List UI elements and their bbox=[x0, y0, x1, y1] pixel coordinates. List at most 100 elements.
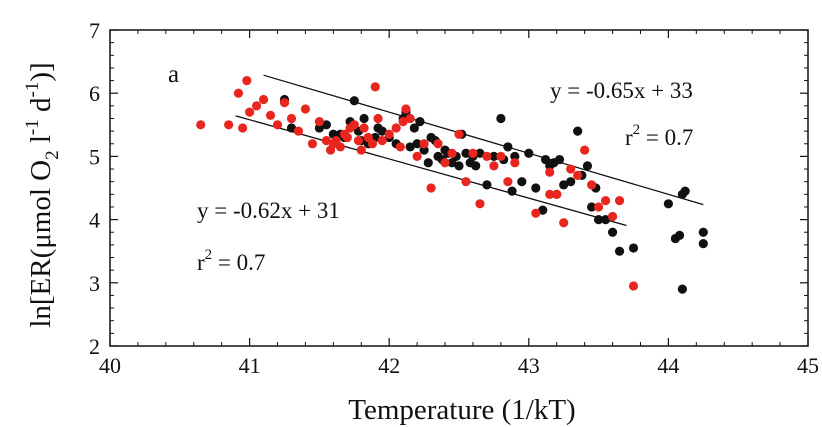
black-data-point bbox=[510, 151, 520, 161]
red-data-point bbox=[321, 136, 331, 146]
red-data-point bbox=[314, 117, 324, 127]
black-data-point bbox=[405, 142, 415, 152]
red-data-point bbox=[367, 139, 378, 149]
red-data-point bbox=[377, 136, 387, 146]
black-data-point bbox=[286, 123, 297, 133]
red-data-point bbox=[265, 110, 276, 120]
black-data-point bbox=[582, 161, 593, 171]
x-tick-label: 40 bbox=[99, 353, 121, 378]
red-data-point bbox=[510, 158, 520, 168]
red-fit-r2: r2 = 0.7 bbox=[197, 247, 265, 275]
black-r2-value: = 0.7 bbox=[640, 125, 693, 150]
black-fit-r2: r2 = 0.7 bbox=[625, 122, 693, 150]
y-tick-label: 2 bbox=[89, 334, 100, 359]
black-data-point bbox=[677, 284, 687, 294]
red-data-point bbox=[300, 104, 311, 114]
black-data-point bbox=[507, 186, 517, 196]
red-data-point bbox=[594, 202, 604, 212]
red-data-point bbox=[545, 167, 555, 177]
black-data-point bbox=[538, 205, 548, 215]
red-data-point bbox=[454, 129, 464, 139]
y-title-pre: ln[ER(μmol O bbox=[25, 160, 57, 328]
red-data-point bbox=[566, 164, 576, 174]
black-fit-line bbox=[263, 74, 704, 206]
x-axis-title: Temperature (1/kT) bbox=[348, 394, 575, 426]
red-data-point bbox=[468, 148, 478, 158]
red-data-point bbox=[419, 139, 429, 149]
red-fit-equation: y = -0.62x + 31 bbox=[197, 198, 340, 223]
black-data-point bbox=[377, 126, 387, 136]
black-data-point bbox=[566, 177, 576, 187]
y-title-mid1: l bbox=[25, 135, 57, 150]
black-data-point bbox=[482, 180, 492, 190]
red-data-point bbox=[433, 139, 443, 149]
y-tick-label: 3 bbox=[89, 271, 100, 296]
y-tick-label: 7 bbox=[89, 18, 100, 43]
black-data-point bbox=[359, 113, 369, 124]
red-data-point bbox=[395, 142, 405, 152]
red-data-point bbox=[238, 123, 248, 133]
red-data-point bbox=[440, 158, 450, 168]
red-data-point bbox=[384, 129, 394, 139]
black-data-point bbox=[587, 202, 597, 212]
red-data-point bbox=[353, 136, 364, 146]
black-data-point bbox=[531, 183, 541, 193]
black-fit-equation: y = -0.65x + 33 bbox=[550, 78, 693, 103]
x-tick-label: 43 bbox=[518, 353, 540, 378]
red-data-point bbox=[342, 132, 352, 143]
y-axis-title: ln[ER(μmol O2 l-1 d-1)] bbox=[22, 62, 63, 327]
black-data-point bbox=[419, 145, 429, 155]
black-data-point bbox=[471, 161, 481, 171]
red-data-point bbox=[373, 113, 383, 124]
red-data-point bbox=[293, 126, 304, 136]
red-data-point bbox=[279, 98, 290, 108]
plot-area bbox=[109, 29, 809, 347]
red-data-point bbox=[242, 75, 252, 86]
red-data-point bbox=[614, 196, 625, 206]
black-data-point bbox=[607, 227, 618, 237]
red-data-point bbox=[503, 177, 513, 187]
black-data-point bbox=[663, 199, 674, 209]
red-data-point bbox=[405, 113, 415, 124]
black-data-point bbox=[614, 246, 625, 256]
black-data-point bbox=[321, 120, 331, 130]
red-data-point bbox=[552, 189, 562, 199]
black-data-point bbox=[409, 123, 419, 133]
red-data-point bbox=[401, 104, 411, 114]
red-data-point bbox=[461, 177, 471, 187]
black-data-point bbox=[412, 139, 422, 149]
red-data-point bbox=[580, 145, 590, 155]
red-data-point bbox=[531, 208, 541, 218]
red-data-point bbox=[426, 183, 436, 193]
y-title-sup2: -1 bbox=[22, 82, 43, 98]
black-data-point bbox=[628, 243, 639, 253]
black-data-point bbox=[423, 158, 433, 168]
black-data-point bbox=[503, 142, 513, 152]
y-title-mid2: d bbox=[25, 97, 57, 119]
red-r2-sup: 2 bbox=[205, 247, 213, 263]
black-data-point bbox=[454, 161, 464, 171]
black-data-point bbox=[475, 148, 485, 158]
plot-border bbox=[109, 29, 809, 347]
black-data-point bbox=[674, 230, 685, 240]
y-title-sup1: -1 bbox=[22, 119, 43, 135]
x-tick-label: 45 bbox=[797, 353, 819, 378]
x-tick-label: 41 bbox=[239, 353, 261, 378]
y-tick-label: 4 bbox=[89, 208, 100, 233]
red-data-point bbox=[412, 151, 422, 161]
y-tick-label: 6 bbox=[89, 81, 100, 106]
red-data-point bbox=[349, 120, 359, 130]
y-tick-label: 5 bbox=[89, 144, 100, 169]
red-data-point bbox=[356, 145, 366, 155]
red-data-point bbox=[245, 107, 255, 117]
x-tick-label: 42 bbox=[378, 353, 400, 378]
black-data-point bbox=[554, 154, 565, 165]
red-r2-value: = 0.7 bbox=[212, 250, 265, 275]
black-data-point bbox=[594, 215, 604, 225]
red-data-point bbox=[307, 139, 318, 149]
red-data-point bbox=[607, 211, 618, 222]
red-data-point bbox=[391, 123, 401, 133]
black-data-point bbox=[349, 96, 359, 106]
